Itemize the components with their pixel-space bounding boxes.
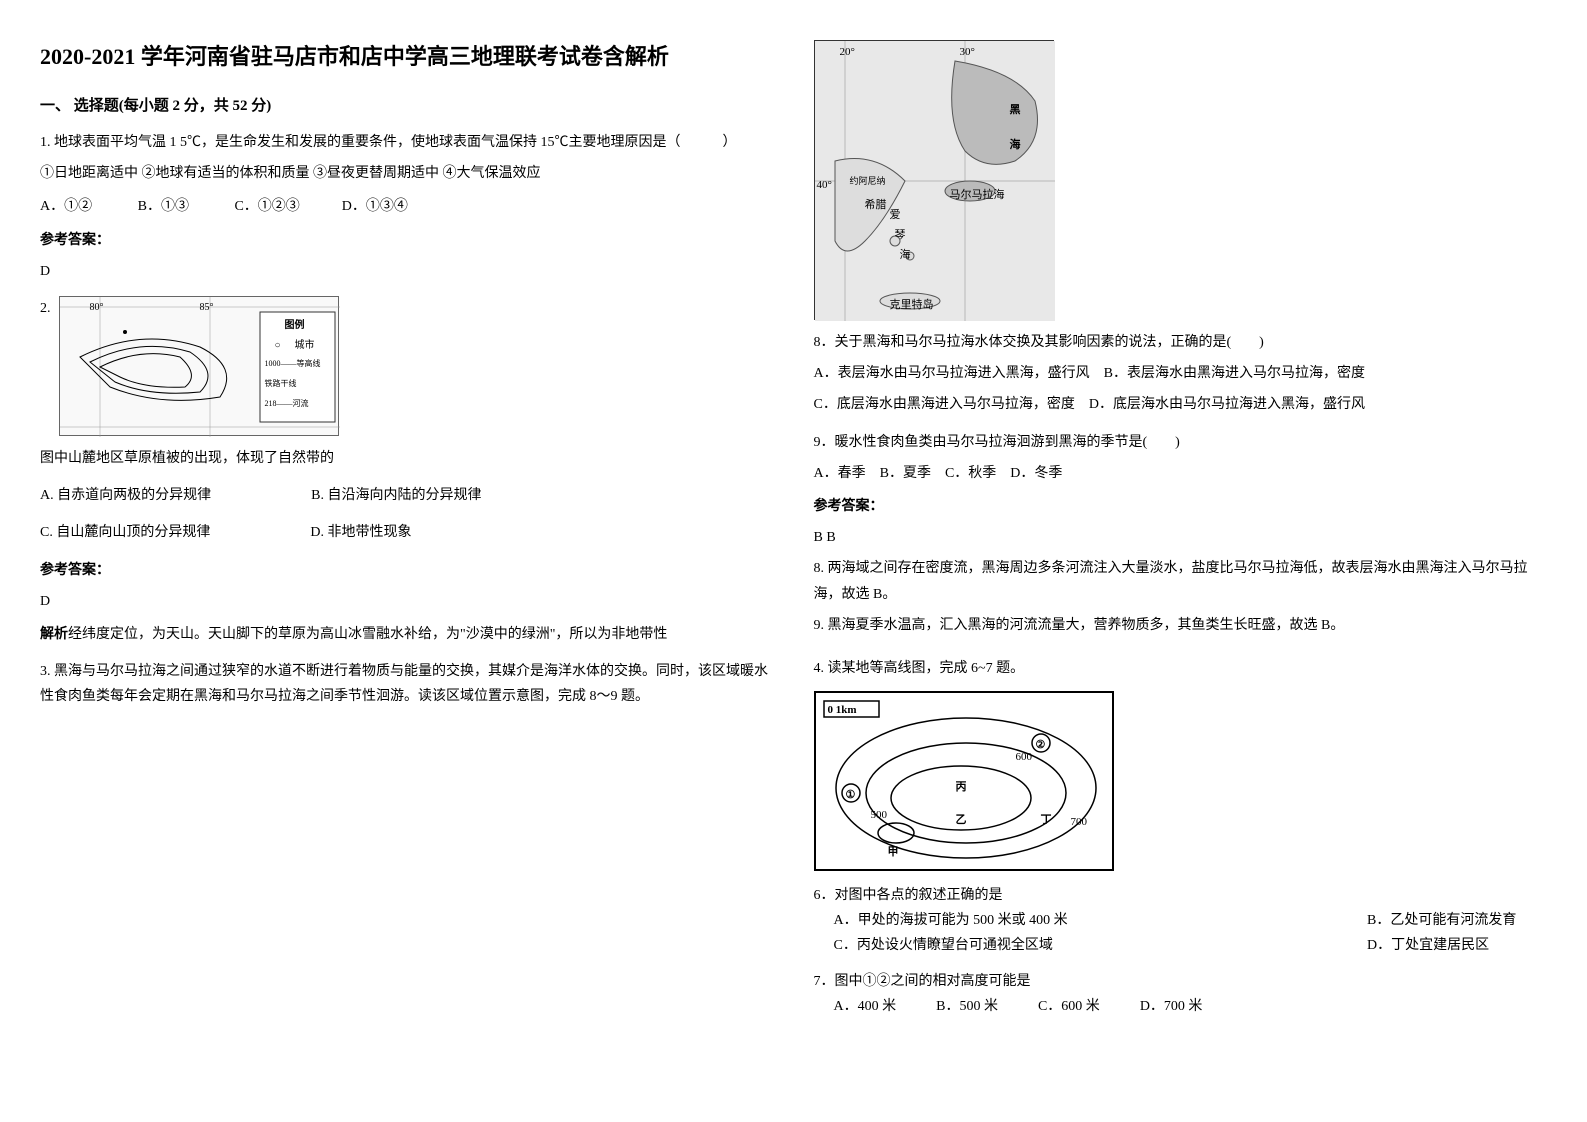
q2-opt-a: A. 自赤道向两极的分异规律 <box>40 483 211 508</box>
q2-legend-city: 城市 <box>295 337 315 355</box>
q2-explain-label: 解析 <box>40 627 68 642</box>
q4-stem: 4. 读某地等高线图，完成 6~7 题。 <box>814 656 1548 681</box>
contour-p2: ② <box>1036 736 1046 756</box>
contour-v500: 500 <box>871 806 888 826</box>
q2-number: 2. <box>40 296 51 321</box>
sea-aegean3: 海 <box>900 246 911 266</box>
question-1: 1. 地球表面平均气温 1 5℃，是生命发生和发展的重要条件，使地球表面气温保持… <box>40 130 774 284</box>
q9-answer: B B <box>814 525 1548 550</box>
q2-opt-d: D. 非地带性现象 <box>310 520 411 545</box>
question-2: 2. 80° 85° 图例 ○ 城市 1000——等高线 <box>40 296 774 647</box>
q6-opt-c: C．丙处设火情瞭望台可通视全区域 <box>834 933 1368 958</box>
q1-stem: 1. 地球表面平均气温 1 5℃，是生命发生和发展的重要条件，使地球表面气温保持… <box>40 130 774 155</box>
q9-explain9: 9. 黑海夏季水温高，汇入黑海的河流流量大，营养物质多，其鱼类生长旺盛，故选 B… <box>814 613 1548 638</box>
q6-opt-a: A．甲处的海拔可能为 500 米或 400 米 <box>834 908 1368 933</box>
q2-legend-contour2: 218——河流 <box>265 397 309 411</box>
q2-explain-text: 经纬度定位，为天山。天山脚下的草原为高山冰雪融水补给，为"沙漠中的绿洲"，所以为… <box>68 627 667 642</box>
sea-greece: 希腊 <box>865 196 887 216</box>
q1-answer: D <box>40 259 774 284</box>
q2-explain: 解析经纬度定位，为天山。天山脚下的草原为高山冰雪融水补给，为"沙漠中的绿洲"，所… <box>40 622 774 647</box>
q9-options: A．春季 B．夏季 C．秋季 D．冬季 <box>814 461 1548 486</box>
q1-conditions: ①日地距离适中 ②地球有适当的体积和质量 ③昼夜更替周期适中 ④大气保温效应 <box>40 161 774 186</box>
q2-coord-x2: 85° <box>200 299 214 317</box>
right-column: 20° 30° 40° 黑 海 马尔马拉海 爱 琴 海 希腊 克里特岛 约阿尼纳… <box>814 40 1548 1025</box>
contour-bing: 丙 <box>956 778 967 798</box>
sea-black: 黑 <box>1010 101 1021 121</box>
q6-opt-b: B．乙处可能有河流发育 <box>1367 908 1547 933</box>
q8-stem: 8．关于黑海和马尔马拉海水体交换及其影响因素的说法，正确的是( ) <box>814 330 1548 355</box>
exam-title: 2020-2021 学年河南省驻马店市和店中学高三地理联考试卷含解析 <box>40 40 774 73</box>
q7-opt-c: C．600 米 <box>1038 994 1100 1019</box>
q1-options: A．①② B．①③ C．①②③ D．①③④ <box>40 194 774 219</box>
contour-p1: ① <box>846 786 856 806</box>
q9-explain8: 8. 两海域之间存在密度流，黑海周边多条河流注入大量淡水，盐度比马尔马拉海低，故… <box>814 556 1548 606</box>
sea-coord2: 30° <box>960 43 975 63</box>
q2-answer: D <box>40 589 774 614</box>
q2-legend-contour1: 1000——等高线 <box>265 357 321 371</box>
question-4: 4. 读某地等高线图，完成 6~7 题。 0 1km ① ② 甲 乙 丙 <box>814 656 1548 871</box>
contour-jia: 甲 <box>888 843 899 863</box>
q7-opt-b: B．500 米 <box>936 994 998 1019</box>
question-8: 8．关于黑海和马尔马拉海水体交换及其影响因素的说法，正确的是( ) A．表层海水… <box>814 330 1548 418</box>
q7-opt-a: A．400 米 <box>834 994 897 1019</box>
q2-opt-b: B. 自沿海向内陆的分异规律 <box>311 483 481 508</box>
contour-yi: 乙 <box>956 811 967 831</box>
question-6: 6．对图中各点的叙述正确的是 A．甲处的海拔可能为 500 米或 400 米 B… <box>814 883 1548 959</box>
sea-coord3: 40° <box>817 176 832 196</box>
sea-yohanis: 约阿尼纳 <box>850 173 886 189</box>
q2-legend-road: 铁路干线 <box>265 377 297 391</box>
question-9: 9．暖水性食肉鱼类由马尔马拉海洄游到黑海的季节是( ) A．春季 B．夏季 C．… <box>814 430 1548 638</box>
q2-answer-label: 参考答案： <box>40 558 774 583</box>
q2-opt-c: C. 自山麓向山顶的分异规律 <box>40 520 210 545</box>
contour-ding: 丁 <box>1041 811 1052 831</box>
q2-map-figure: 80° 85° 图例 ○ 城市 1000——等高线 铁路干线 218——河流 <box>59 296 339 436</box>
q2-legend-title: 图例 <box>285 317 305 335</box>
q9-stem: 9．暖水性食肉鱼类由马尔马拉海洄游到黑海的季节是( ) <box>814 430 1548 455</box>
q2-coord-x1: 80° <box>90 299 104 317</box>
q7-stem: 7．图中①②之间的相对高度可能是 <box>814 969 1548 994</box>
contour-v700: 700 <box>1071 813 1088 833</box>
sea-black2: 海 <box>1010 136 1021 156</box>
sea-crete: 克里特岛 <box>890 296 934 316</box>
q2-stem: 图中山麓地区草原植被的出现，体现了自然带的 <box>40 446 774 471</box>
q3-stem: 3. 黑海与马尔马拉海之间通过狭窄的水道不断进行着物质与能量的交换，其媒介是海洋… <box>40 659 774 709</box>
sea-marmara: 马尔马拉海 <box>950 186 1005 206</box>
contour-scale: 0 1km <box>828 701 857 721</box>
q6-opt-d: D．丁处宜建居民区 <box>1367 933 1547 958</box>
question-3: 3. 黑海与马尔马拉海之间通过狭窄的水道不断进行着物质与能量的交换，其媒介是海洋… <box>40 659 774 709</box>
sea-map-figure: 20° 30° 40° 黑 海 马尔马拉海 爱 琴 海 希腊 克里特岛 约阿尼纳 <box>814 40 1054 320</box>
sea-aegean2: 琴 <box>895 226 906 246</box>
contour-v600: 600 <box>1016 748 1033 768</box>
question-7: 7．图中①②之间的相对高度可能是 A．400 米 B．500 米 C．600 米… <box>814 969 1548 1019</box>
sea-aegean: 爱 <box>890 206 901 226</box>
q7-opt-d: D．700 米 <box>1140 994 1203 1019</box>
q9-answer-label: 参考答案： <box>814 494 1548 519</box>
q1-answer-label: 参考答案： <box>40 228 774 253</box>
q6-stem: 6．对图中各点的叙述正确的是 <box>814 883 1548 908</box>
q8-opt-cd: C．底层海水由黑海进入马尔马拉海，密度 D．底层海水由马尔马拉海进入黑海，盛行风 <box>814 392 1548 417</box>
q8-opt-ab: A．表层海水由马尔马拉海进入黑海，盛行风 B．表层海水由黑海进入马尔马拉海，密度 <box>814 361 1548 386</box>
section-1-heading: 一、 选择题(每小题 2 分，共 52 分) <box>40 93 774 120</box>
contour-map-figure: 0 1km ① ② 甲 乙 丙 丁 500 600 700 <box>814 691 1114 871</box>
sea-coord1: 20° <box>840 43 855 63</box>
left-column: 2020-2021 学年河南省驻马店市和店中学高三地理联考试卷含解析 一、 选择… <box>40 40 774 1025</box>
